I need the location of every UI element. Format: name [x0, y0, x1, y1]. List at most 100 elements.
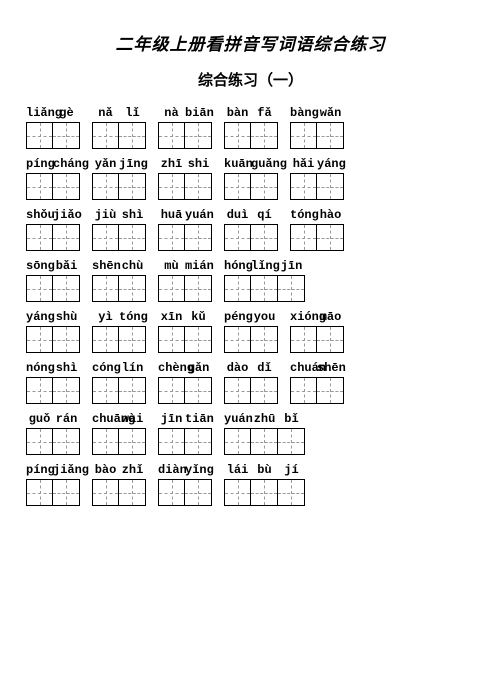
- char-box: [224, 326, 251, 353]
- word-block: bàngwǎn: [290, 104, 344, 149]
- char-boxes: [26, 173, 80, 200]
- char-box: [251, 326, 278, 353]
- char-box: [185, 428, 212, 455]
- char-boxes: [158, 224, 212, 251]
- char-box: [278, 479, 305, 506]
- pinyin-line: mùmián: [158, 257, 212, 275]
- pinyin-syllable: nà: [158, 104, 185, 122]
- pinyin-line: péngyou: [224, 308, 278, 326]
- pinyin-syllable: jí: [278, 461, 305, 479]
- pinyin-line: hónglǐngjīn: [224, 257, 305, 275]
- char-boxes: [26, 275, 80, 302]
- pinyin-syllable: hào: [317, 206, 344, 224]
- word-row: shǒujiǎojiùshìhuāyuánduìqítónghào: [26, 206, 475, 251]
- char-box: [290, 122, 317, 149]
- char-box: [224, 224, 251, 251]
- pinyin-syllable: chuāng: [92, 410, 119, 428]
- char-box: [26, 224, 53, 251]
- word-block: jiùshì: [92, 206, 146, 251]
- pinyin-syllable: dǐ: [251, 359, 278, 377]
- char-box: [158, 479, 185, 506]
- pinyin-syllable: péng: [224, 308, 251, 326]
- char-box: [92, 173, 119, 200]
- word-block: zhīshi: [158, 155, 212, 200]
- pinyin-line: xīnkǔ: [158, 308, 212, 326]
- pinyin-syllable: huā: [158, 206, 185, 224]
- pinyin-line: yángshù: [26, 308, 80, 326]
- pinyin-syllable: shì: [53, 359, 80, 377]
- char-box: [26, 122, 53, 149]
- word-block: nóngshì: [26, 359, 80, 404]
- char-boxes: [290, 122, 344, 149]
- pinyin-line: sōngbǎi: [26, 257, 80, 275]
- pinyin-syllable: yuán: [185, 206, 212, 224]
- pinyin-syllable: wǎn: [317, 104, 344, 122]
- pinyin-syllable: shì: [119, 206, 146, 224]
- pinyin-line: nàbiān: [158, 104, 212, 122]
- char-box: [92, 326, 119, 353]
- pinyin-syllable: gǎn: [185, 359, 212, 377]
- pinyin-syllable: mù: [158, 257, 185, 275]
- pinyin-syllable: hóng: [224, 257, 251, 275]
- char-boxes: [290, 377, 344, 404]
- pinyin-syllable: jīn: [158, 410, 185, 428]
- char-box: [119, 275, 146, 302]
- pinyin-syllable: diàn: [158, 461, 185, 479]
- char-box: [251, 224, 278, 251]
- pinyin-syllable: bàn: [224, 104, 251, 122]
- word-block: guǒrán: [26, 410, 80, 455]
- pinyin-syllable: zhū: [251, 410, 278, 428]
- pinyin-line: shǒujiǎo: [26, 206, 80, 224]
- pinyin-syllable: zhǐ: [119, 461, 146, 479]
- char-boxes: [158, 173, 212, 200]
- pinyin-line: chuánshēn: [290, 359, 344, 377]
- char-box: [26, 377, 53, 404]
- char-boxes: [92, 122, 146, 149]
- pinyin-syllable: mián: [185, 257, 212, 275]
- word-block: láibùjí: [224, 461, 305, 506]
- char-box: [119, 122, 146, 149]
- char-box: [158, 173, 185, 200]
- char-boxes: [158, 377, 212, 404]
- char-boxes: [224, 479, 305, 506]
- char-box: [251, 173, 278, 200]
- char-boxes: [224, 428, 305, 455]
- pinyin-syllable: lǐng: [251, 257, 278, 275]
- char-boxes: [158, 275, 212, 302]
- char-boxes: [290, 326, 344, 353]
- pinyin-syllable: tóng: [290, 206, 317, 224]
- char-box: [92, 479, 119, 506]
- char-boxes: [224, 377, 278, 404]
- pinyin-line: diànyǐng: [158, 461, 212, 479]
- char-box: [185, 377, 212, 404]
- pinyin-syllable: jīng: [119, 155, 146, 173]
- word-block: liǎnggè: [26, 104, 80, 149]
- pinyin-syllable: gè: [53, 104, 80, 122]
- pinyin-line: dàodǐ: [224, 359, 278, 377]
- pinyin-line: xióngmāo: [290, 308, 344, 326]
- word-block: cónglín: [92, 359, 146, 404]
- char-box: [185, 326, 212, 353]
- word-row: nóngshìcónglínchènggǎndàodǐchuánshēn: [26, 359, 475, 404]
- char-boxes: [224, 275, 305, 302]
- pinyin-syllable: bǎi: [53, 257, 80, 275]
- pinyin-syllable: yǐng: [185, 461, 212, 479]
- char-box: [224, 275, 251, 302]
- pinyin-syllable: you: [251, 308, 278, 326]
- word-row: píngjiǎngbàozhǐdiànyǐngláibùjí: [26, 461, 475, 506]
- pinyin-line: jiùshì: [92, 206, 146, 224]
- pinyin-syllable: fǎ: [251, 104, 278, 122]
- word-block: píngcháng: [26, 155, 80, 200]
- char-boxes: [158, 122, 212, 149]
- char-boxes: [224, 122, 278, 149]
- char-boxes: [92, 224, 146, 251]
- char-boxes: [158, 479, 212, 506]
- pinyin-syllable: yuán: [224, 410, 251, 428]
- char-boxes: [92, 377, 146, 404]
- char-box: [185, 122, 212, 149]
- pinyin-syllable: bào: [92, 461, 119, 479]
- char-box: [26, 428, 53, 455]
- word-block: bàozhǐ: [92, 461, 146, 506]
- word-block: sōngbǎi: [26, 257, 80, 302]
- pinyin-syllable: shēn: [92, 257, 119, 275]
